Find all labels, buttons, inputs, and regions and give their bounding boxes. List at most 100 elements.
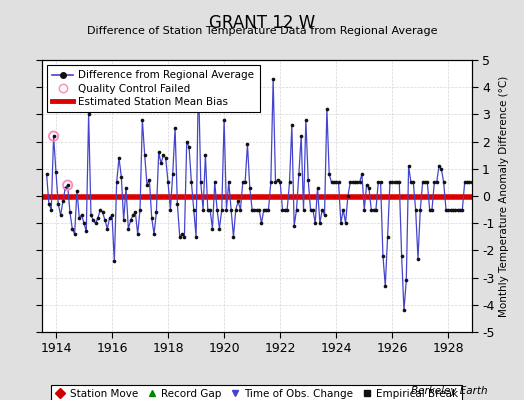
Point	[351, 179, 359, 186]
Point	[281, 206, 289, 213]
Point	[61, 185, 70, 191]
Point	[199, 206, 208, 213]
Point	[400, 307, 408, 314]
Point	[182, 138, 191, 145]
Point	[59, 198, 67, 205]
Point	[192, 234, 200, 240]
Point	[201, 152, 210, 158]
Point	[358, 171, 366, 178]
Point	[241, 179, 249, 186]
Point	[337, 220, 345, 226]
Point	[187, 179, 195, 186]
Point	[470, 179, 478, 186]
Point	[155, 149, 163, 156]
Point	[297, 133, 305, 139]
Point	[376, 179, 385, 186]
Point	[479, 206, 487, 213]
Point	[344, 193, 352, 199]
Point	[124, 226, 133, 232]
Point	[318, 206, 326, 213]
Point	[134, 231, 142, 237]
Point	[325, 171, 333, 178]
Point	[49, 133, 58, 139]
Point	[271, 179, 280, 186]
Point	[453, 206, 462, 213]
Point	[94, 214, 102, 221]
Point	[304, 176, 312, 183]
Point	[63, 182, 72, 188]
Point	[145, 176, 154, 183]
Point	[75, 214, 83, 221]
Point	[369, 206, 378, 213]
Point	[105, 214, 114, 221]
Point	[463, 179, 471, 186]
Point	[148, 214, 156, 221]
Point	[264, 206, 272, 213]
Point	[222, 206, 231, 213]
Point	[169, 171, 177, 178]
Point	[372, 206, 380, 213]
Point	[428, 206, 436, 213]
Point	[430, 179, 439, 186]
Point	[461, 179, 469, 186]
Point	[138, 117, 147, 123]
Point	[423, 179, 431, 186]
Point	[421, 179, 429, 186]
Point	[465, 179, 474, 186]
Point	[274, 176, 282, 183]
Point	[346, 179, 354, 186]
Point	[456, 206, 464, 213]
Point	[253, 206, 261, 213]
Point	[164, 179, 172, 186]
Point	[113, 179, 121, 186]
Point	[257, 220, 266, 226]
Point	[299, 206, 308, 213]
Point	[419, 179, 427, 186]
Point	[393, 179, 401, 186]
Point	[482, 206, 490, 213]
Point	[234, 198, 242, 205]
Point	[290, 223, 298, 229]
Point	[384, 234, 392, 240]
Point	[47, 206, 56, 213]
Point	[54, 201, 62, 207]
Point	[217, 206, 226, 213]
Point	[108, 212, 116, 218]
Point	[89, 217, 97, 224]
Point	[307, 206, 315, 213]
Point	[190, 206, 198, 213]
Text: Difference of Station Temperature Data from Regional Average: Difference of Station Temperature Data f…	[87, 26, 437, 36]
Point	[458, 206, 466, 213]
Point	[225, 179, 233, 186]
Point	[285, 179, 293, 186]
Point	[348, 179, 357, 186]
Point	[328, 179, 336, 186]
Point	[140, 152, 149, 158]
Point	[475, 206, 483, 213]
Point	[374, 179, 383, 186]
Point	[45, 201, 53, 207]
Point	[220, 117, 228, 123]
Point	[451, 206, 460, 213]
Point	[68, 226, 77, 232]
Point	[84, 111, 93, 118]
Point	[173, 201, 182, 207]
Point	[402, 277, 410, 284]
Point	[269, 76, 277, 82]
Point	[486, 179, 495, 186]
Point	[227, 206, 235, 213]
Point	[302, 117, 310, 123]
Point	[432, 179, 441, 186]
Point	[435, 163, 443, 169]
Point	[259, 206, 268, 213]
Point	[323, 106, 331, 112]
Point	[159, 152, 168, 158]
Point	[313, 185, 322, 191]
Point	[63, 182, 72, 188]
Point	[203, 206, 212, 213]
Legend: Station Move, Record Gap, Time of Obs. Change, Empirical Break: Station Move, Record Gap, Time of Obs. C…	[51, 385, 463, 400]
Point	[437, 166, 445, 172]
Point	[215, 226, 224, 232]
Point	[449, 206, 457, 213]
Point	[78, 212, 86, 218]
